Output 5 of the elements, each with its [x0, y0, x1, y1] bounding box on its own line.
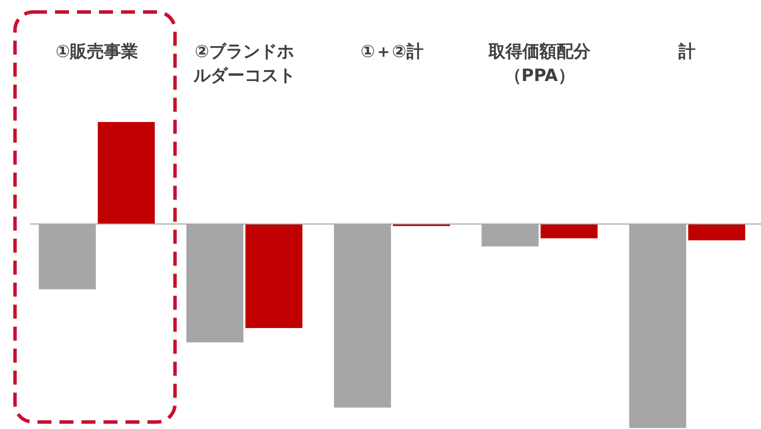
x-tick-label: 取得価額配分（PPA）	[487, 41, 592, 88]
x-tick-label: ①販売事業	[54, 41, 139, 64]
x-tick-label: 計	[677, 41, 697, 64]
x-tick-label: ②ブランドホルダーコスト	[192, 41, 296, 88]
x-tick-label: ①＋②計	[360, 41, 424, 64]
